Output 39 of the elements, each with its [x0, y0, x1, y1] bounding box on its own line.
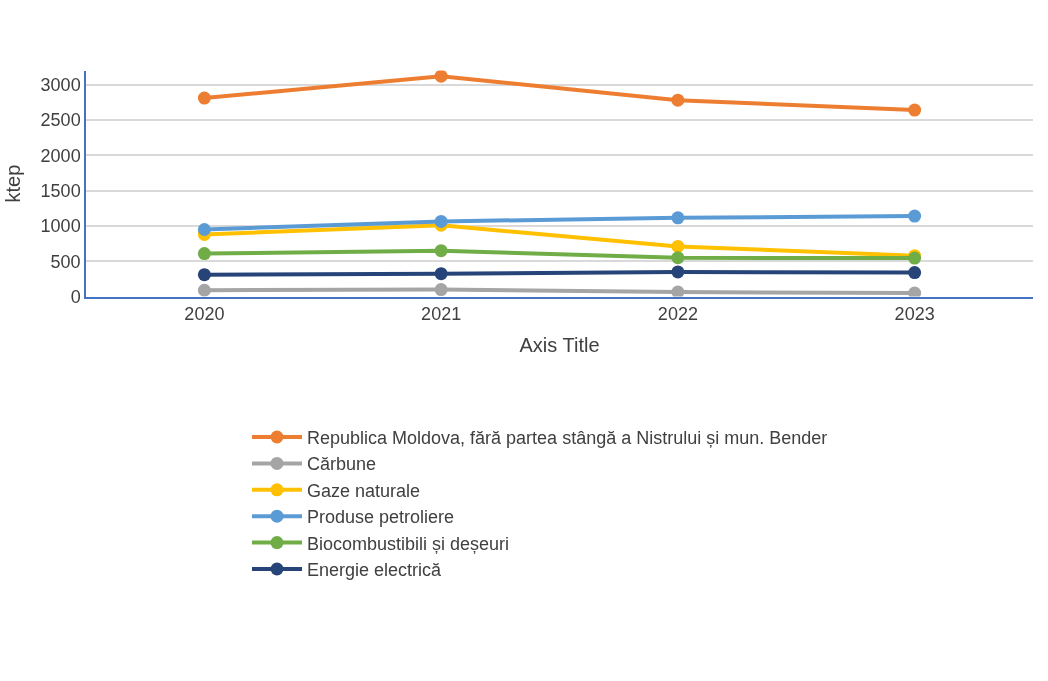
y-tick-label: 1000 [40, 216, 81, 237]
point [197, 247, 211, 261]
y-tick-label: 500 [50, 251, 81, 272]
legend-label: Energie electrică [306, 560, 443, 581]
x-tick-label: 2023 [894, 303, 935, 324]
point [671, 239, 685, 253]
point [197, 283, 211, 297]
point [908, 266, 922, 280]
legend-label: Produse petroliere [306, 507, 455, 528]
point [434, 70, 448, 83]
point [197, 268, 211, 282]
legend-label: Republica Moldova, fără partea stângă a Nistrului și mun. Bender [306, 428, 828, 449]
y-tick-label: 2500 [40, 110, 81, 131]
point [434, 244, 448, 258]
point [671, 265, 685, 279]
point [671, 211, 685, 225]
point [908, 103, 922, 117]
legend-label: Cărbune [306, 454, 377, 475]
point [671, 93, 685, 107]
point [671, 251, 685, 265]
point [197, 91, 211, 105]
x-tick-label: 2021 [421, 303, 462, 324]
x-tick-label: 2022 [657, 303, 698, 324]
point [671, 285, 685, 297]
x-axis-title: Axis Title [519, 333, 600, 356]
point [908, 209, 922, 223]
legend-label: Gaze naturale [306, 480, 421, 501]
point [434, 267, 448, 281]
point [908, 286, 922, 297]
point [197, 223, 211, 236]
x-tick-label: 2020 [184, 303, 225, 324]
point [434, 283, 448, 297]
y-tick-label: 2000 [40, 145, 81, 166]
legend-label: Biocombustibili și deșeuri [306, 533, 510, 554]
y-tick-label: 3000 [40, 74, 81, 95]
y-tick-label: 0 [70, 286, 81, 307]
y-axis-title: ktep [1, 164, 24, 203]
y-tick-label: 1500 [40, 180, 81, 201]
point [434, 214, 448, 228]
